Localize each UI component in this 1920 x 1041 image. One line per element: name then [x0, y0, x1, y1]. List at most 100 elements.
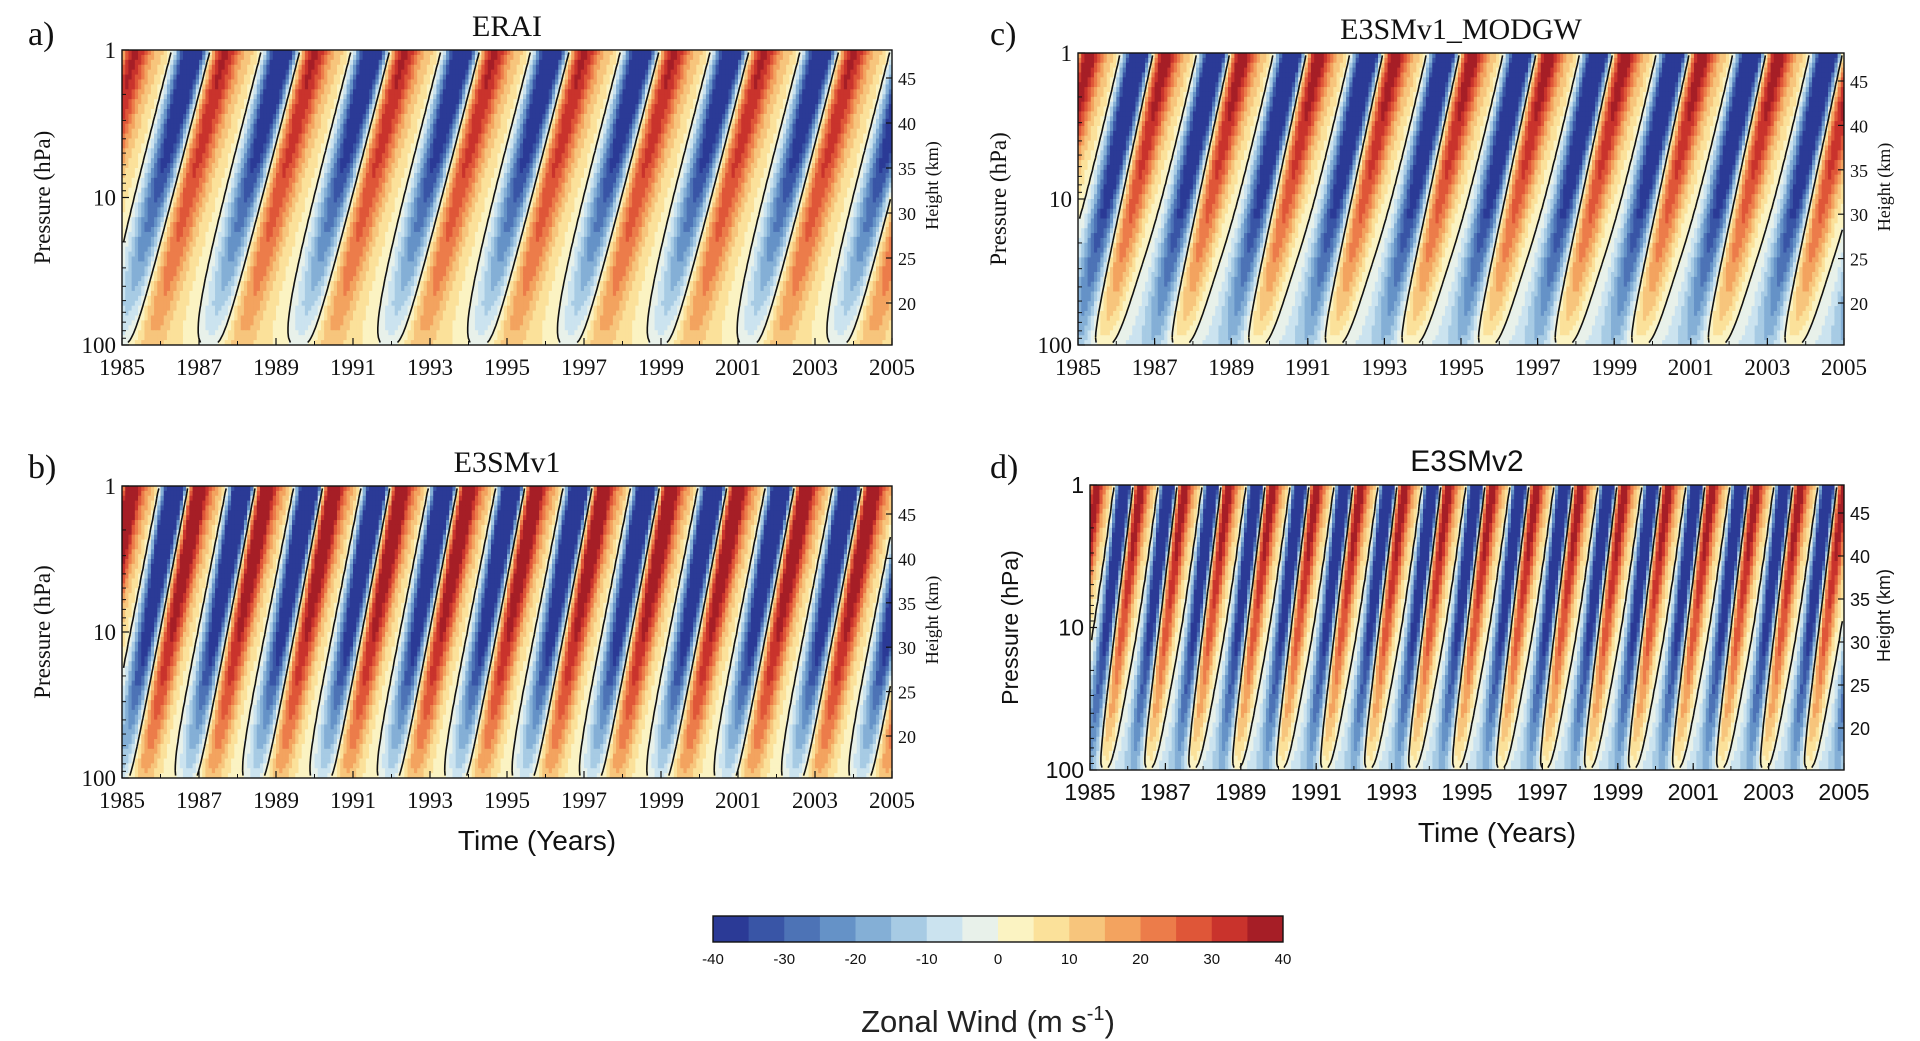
heatmap-cell	[494, 128, 498, 135]
heatmap-cell	[173, 113, 178, 120]
heatmap-cell	[311, 79, 316, 86]
heatmap-cell	[272, 79, 277, 86]
heatmap-cell	[766, 54, 771, 61]
heatmap-cell	[641, 59, 646, 66]
heatmap-cell	[215, 109, 219, 115]
heatmap-cell	[567, 84, 572, 90]
heatmap-cell	[847, 123, 851, 130]
heatmap-cell	[426, 89, 431, 95]
heatmap-cell	[237, 138, 242, 145]
heatmap-cell	[243, 84, 248, 90]
heatmap-cell	[375, 138, 380, 145]
heatmap-cell	[240, 128, 245, 135]
heatmap-cell	[657, 79, 662, 86]
heatmap-cell	[263, 133, 267, 140]
heatmap-cell	[725, 128, 729, 135]
heatmap-cell	[709, 138, 713, 145]
heatmap-cell	[272, 118, 277, 125]
heatmap-cell	[269, 50, 274, 56]
heatmap-cell	[577, 84, 582, 90]
heatmap-cell	[510, 59, 515, 66]
heatmap-cell	[619, 113, 624, 120]
heatmap-cell	[266, 50, 271, 56]
heatmap-cell	[590, 79, 595, 86]
heatmap-cell	[413, 74, 418, 81]
heatmap-cell	[818, 50, 823, 56]
heatmap-cell	[795, 74, 800, 81]
heatmap-cell	[702, 94, 707, 100]
heatmap-cell	[808, 118, 813, 125]
heatmap-cell	[545, 99, 550, 105]
heatmap-cell	[413, 113, 418, 120]
heatmap-cell	[622, 123, 627, 130]
heatmap-cell	[186, 84, 190, 90]
heatmap-cell	[872, 133, 877, 140]
heatmap-cell	[150, 148, 155, 154]
heatmap-cell	[632, 50, 636, 56]
heatmap-cell	[150, 138, 155, 145]
heatmap-cell	[571, 133, 575, 140]
heatmap-cell	[866, 109, 871, 115]
heatmap-cell	[417, 113, 421, 120]
heatmap-cell	[882, 50, 887, 56]
heatmap-cell	[478, 89, 482, 95]
heatmap-cell	[333, 84, 338, 90]
heatmap-cell	[320, 59, 325, 66]
heatmap-cell	[490, 138, 495, 145]
heatmap-cell	[141, 64, 146, 71]
heatmap-cell	[455, 113, 460, 120]
heatmap-cell	[147, 50, 152, 56]
heatmap-cell	[362, 113, 367, 120]
heatmap-cell	[638, 113, 643, 120]
heatmap-cell	[606, 59, 611, 66]
heatmap-cell	[243, 148, 248, 154]
heatmap-cell	[667, 148, 672, 154]
heatmap-cell	[295, 99, 300, 105]
heatmap-cell	[295, 123, 300, 130]
heatmap-cell	[567, 128, 572, 135]
heatmap-cell	[138, 74, 142, 81]
heatmap-cell	[863, 109, 867, 115]
heatmap-cell	[715, 109, 720, 115]
heatmap-cell	[401, 99, 405, 105]
heatmap-cell	[340, 74, 344, 81]
heatmap-cell	[644, 113, 649, 120]
heatmap-cell	[535, 79, 540, 86]
heatmap-cell	[699, 59, 704, 66]
heatmap-cell	[205, 94, 210, 100]
heatmap-cell	[827, 133, 832, 140]
heatmap-cell	[144, 69, 149, 76]
heatmap-cell	[731, 74, 736, 81]
heatmap-cell	[808, 50, 813, 56]
heatmap-cell	[526, 69, 531, 76]
heatmap-cell	[176, 118, 181, 125]
heatmap-cell	[831, 99, 835, 105]
heatmap-cell	[192, 74, 197, 81]
heatmap-cell	[657, 133, 662, 140]
heatmap-cell	[227, 50, 232, 56]
heatmap-cell	[718, 133, 723, 140]
heatmap-cell	[728, 50, 733, 56]
heatmap-cell	[346, 69, 351, 76]
heatmap-cell	[211, 104, 216, 110]
heatmap-cell	[208, 109, 213, 115]
heatmap-cell	[468, 104, 473, 110]
heatmap-cell	[821, 74, 826, 81]
heatmap-cell	[503, 128, 508, 135]
heatmap-cell	[564, 94, 569, 100]
heatmap-cell	[189, 133, 194, 140]
heatmap-cell	[516, 54, 521, 61]
heatmap-cell	[686, 138, 691, 145]
heatmap-cell	[503, 138, 508, 145]
heatmap-cell	[632, 109, 636, 115]
heatmap-cell	[442, 54, 447, 61]
heatmap-cell	[548, 128, 553, 135]
heatmap-cell	[301, 69, 306, 76]
heatmap-cell	[378, 148, 383, 154]
heatmap-cell	[292, 99, 296, 105]
heatmap-cell	[750, 74, 755, 81]
heatmap-cell	[330, 99, 335, 105]
heatmap-cell	[725, 64, 729, 71]
heatmap-cell	[693, 118, 697, 125]
heatmap-cell	[792, 84, 797, 90]
